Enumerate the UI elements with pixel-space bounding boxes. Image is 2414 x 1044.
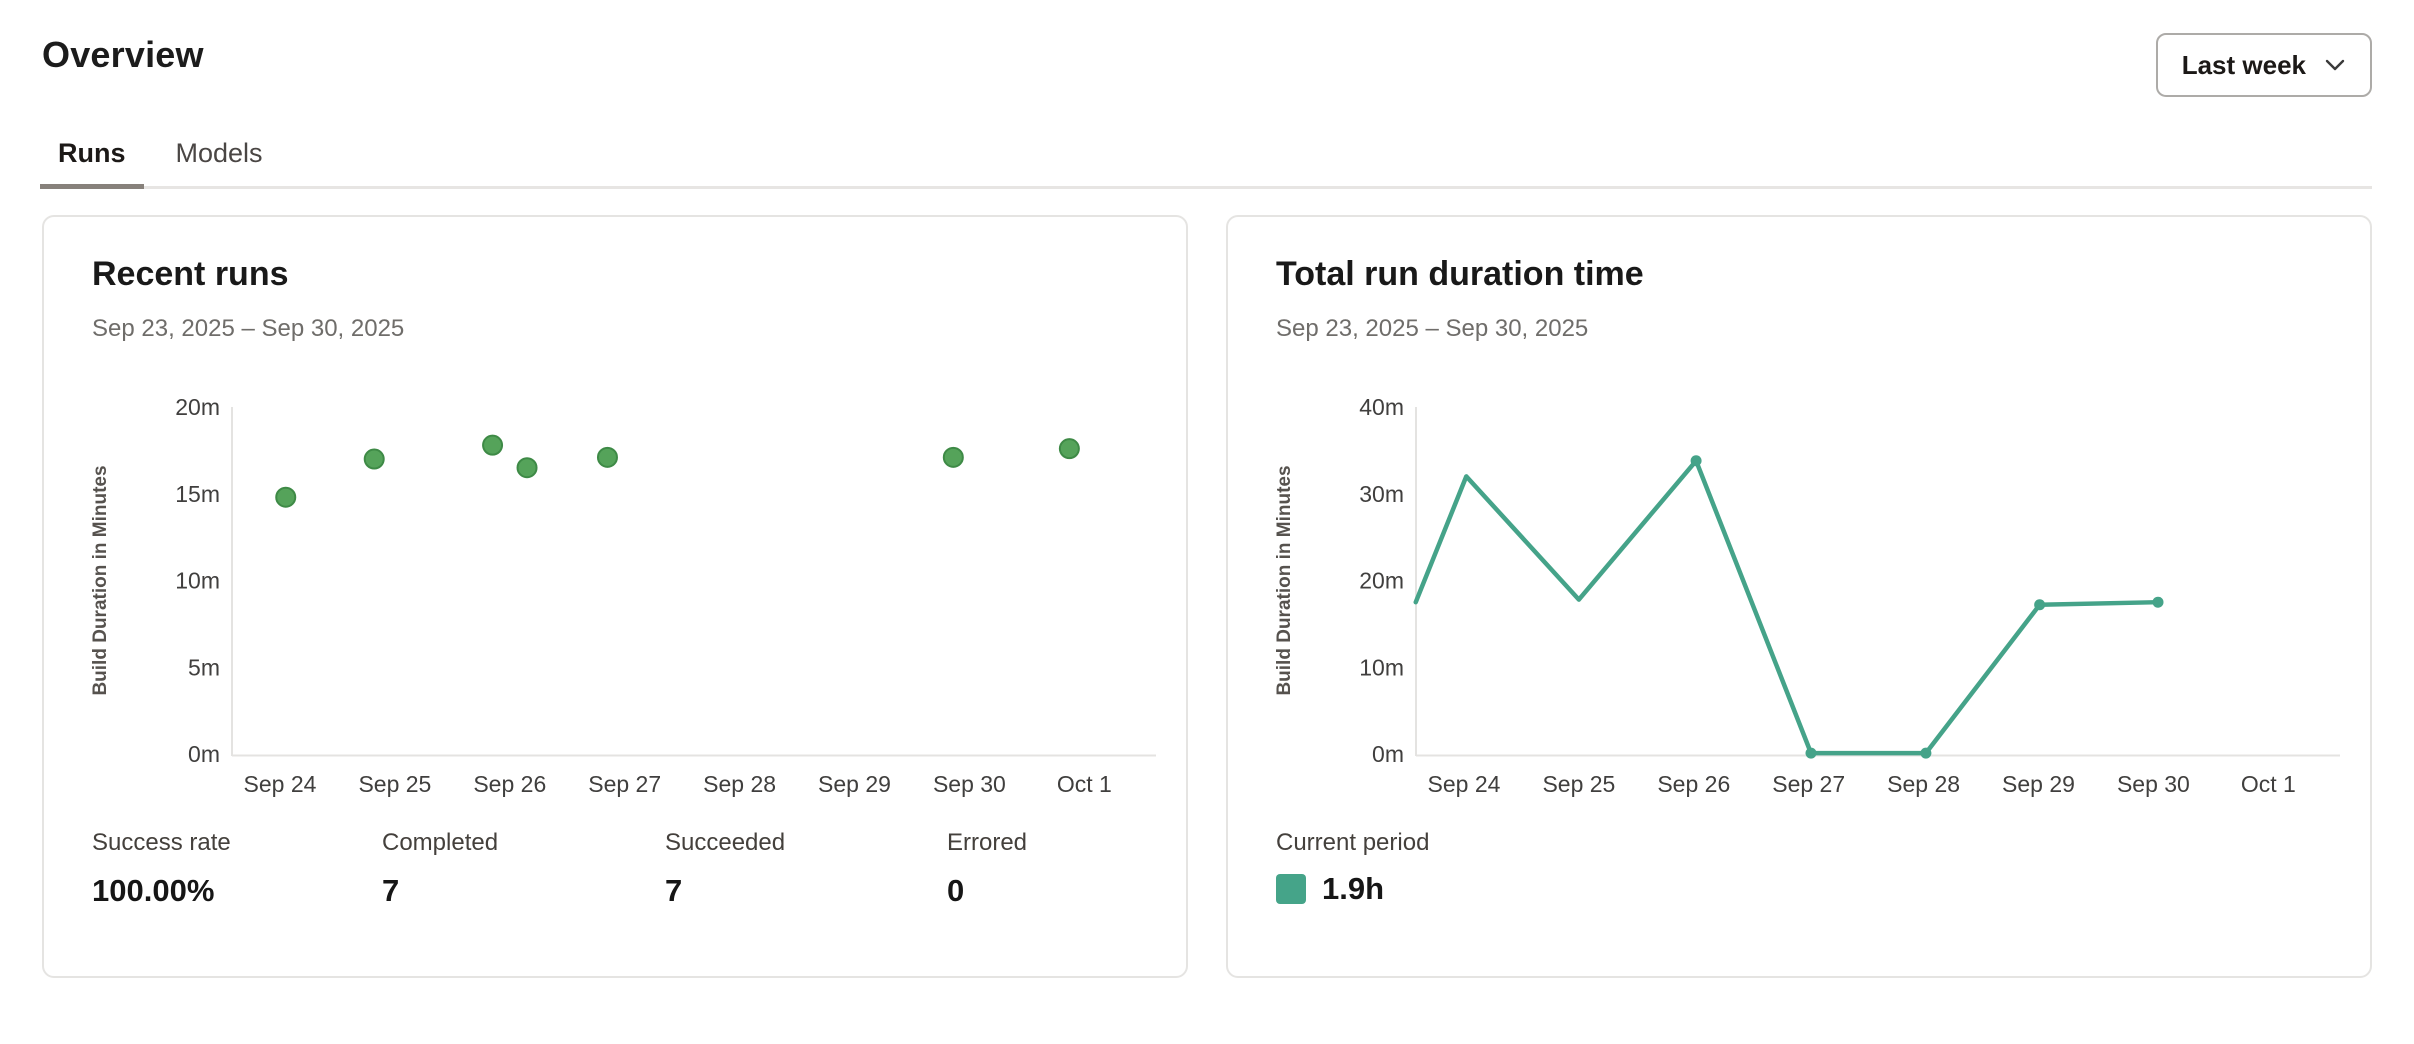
svg-text:40m: 40m <box>1359 394 1404 420</box>
recent-runs-title: Recent runs <box>92 255 289 293</box>
stat-success-rate: Success rate 100.00% <box>92 829 382 909</box>
total-run-duration-date-range: Sep 23, 2025 – Sep 30, 2025 <box>1276 315 1589 342</box>
svg-text:Sep 24: Sep 24 <box>244 771 317 797</box>
period-dropdown[interactable]: Last week <box>2155 33 2372 97</box>
tab-models[interactable]: Models <box>175 138 263 168</box>
total-run-duration-card: Total run duration time Sep 23, 2025 – S… <box>1226 215 2372 978</box>
svg-text:Sep 28: Sep 28 <box>1887 771 1960 797</box>
svg-text:Sep 25: Sep 25 <box>358 771 431 797</box>
cards-row: Recent runs Sep 23, 2025 – Sep 30, 2025 … <box>42 215 2372 978</box>
svg-text:5m: 5m <box>188 654 220 680</box>
svg-text:Build Duration in Minutes: Build Duration in Minutes <box>90 465 111 695</box>
stat-errored: Errored 0 <box>947 829 1027 909</box>
legend-label: Current period <box>1276 829 1430 856</box>
svg-text:Oct 1: Oct 1 <box>1057 771 1112 797</box>
svg-text:Sep 24: Sep 24 <box>1428 771 1501 797</box>
topbar: Overview Last week <box>42 24 2372 104</box>
svg-text:Sep 30: Sep 30 <box>2117 771 2190 797</box>
svg-text:30m: 30m <box>1359 481 1404 507</box>
tab-runs[interactable]: Runs <box>40 128 144 189</box>
svg-text:Sep 28: Sep 28 <box>703 771 776 797</box>
svg-text:10m: 10m <box>1359 654 1404 680</box>
legend-value: 1.9h <box>1322 871 1385 906</box>
svg-text:Sep 29: Sep 29 <box>818 771 891 797</box>
stat-label: Completed <box>382 829 499 856</box>
stat-label: Success rate <box>92 829 231 856</box>
svg-text:Sep 27: Sep 27 <box>588 771 661 797</box>
svg-text:10m: 10m <box>175 568 220 594</box>
current-period-legend: Current period 1.9h <box>1276 829 1429 907</box>
recent-runs-stats: Success rate 100.00% Completed 7 Succeed… <box>92 829 1027 909</box>
svg-text:20m: 20m <box>1359 568 1404 594</box>
stat-value: 0 <box>947 873 965 908</box>
chevron-down-icon <box>2324 57 2346 73</box>
stat-succeeded: Succeeded 7 <box>665 829 947 909</box>
svg-text:Sep 30: Sep 30 <box>933 771 1006 797</box>
recent-runs-card: Recent runs Sep 23, 2025 – Sep 30, 2025 … <box>42 215 1188 978</box>
stat-value: 7 <box>382 873 400 908</box>
total-run-duration-title: Total run duration time <box>1276 255 1644 293</box>
svg-text:15m: 15m <box>175 481 220 507</box>
svg-text:Oct 1: Oct 1 <box>2241 771 2296 797</box>
current-period-swatch <box>1276 874 1306 904</box>
stat-value: 7 <box>665 873 683 908</box>
total-run-duration-line-chart[interactable]: 0m 10m 20m 30m 40m Sep 24 Sep 25 Sep 26 Sep 27 Se… <box>1228 217 2374 980</box>
svg-text:Sep 29: Sep 29 <box>2002 771 2075 797</box>
svg-text:Sep 26: Sep 26 <box>473 771 546 797</box>
svg-text:0m: 0m <box>1372 741 1404 767</box>
svg-text:Build Duration in Minutes: Build Duration in Minutes <box>1274 465 1295 695</box>
svg-text:Sep 25: Sep 25 <box>1542 771 1615 797</box>
page-title: Overview <box>42 34 204 75</box>
stat-completed: Completed 7 <box>382 829 665 909</box>
tab-bar: Runs Models <box>40 128 2372 189</box>
svg-text:20m: 20m <box>175 394 220 420</box>
svg-text:Sep 27: Sep 27 <box>1772 771 1845 797</box>
svg-text:0m: 0m <box>188 741 220 767</box>
stat-value: 100.00% <box>92 873 215 908</box>
recent-runs-scatter-chart[interactable]: 0m 5m 10m 15m 20m Sep 24 Sep 25 Sep 26 Sep 27 Sep… <box>44 217 1190 980</box>
stat-label: Errored <box>947 829 1028 856</box>
period-dropdown-value: Last week <box>2181 49 2306 80</box>
recent-runs-date-range: Sep 23, 2025 – Sep 30, 2025 <box>92 315 405 342</box>
svg-text:Sep 26: Sep 26 <box>1657 771 1730 797</box>
stat-label: Succeeded <box>665 829 786 856</box>
